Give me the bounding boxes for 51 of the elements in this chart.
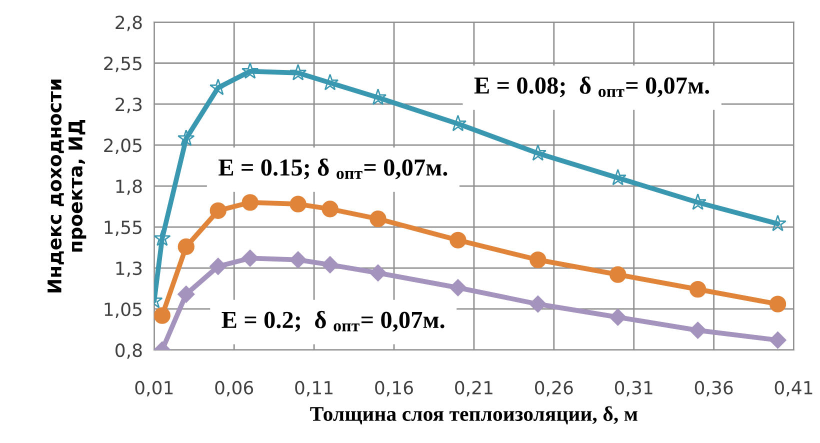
point: [178, 238, 194, 256]
x-tick-label: 0,11: [295, 380, 332, 396]
y-tick-label: 1,55: [104, 220, 142, 236]
point: [369, 264, 387, 282]
y-tick-label: 1,8: [116, 180, 142, 196]
point: [242, 194, 258, 211]
point: [241, 62, 259, 79]
point: [689, 322, 706, 339]
point: [154, 307, 170, 324]
y-tick-label: 2,05: [104, 138, 142, 154]
point: [178, 286, 195, 303]
point: [529, 296, 546, 313]
annotation: E = 0.2; δ $_{опт}$= 0,07м.: [222, 310, 444, 332]
point: [154, 229, 171, 246]
y-axis-title: Индекс доходности проекта, ИД: [48, 80, 86, 292]
point: [322, 256, 339, 274]
x-tick-label: 0,21: [455, 380, 492, 396]
x-tick-label: 0,06: [215, 380, 254, 396]
point: [449, 279, 467, 296]
point: [210, 78, 227, 96]
annotation: E = 0.08; δ $_{опт}$= 0,07м.: [474, 76, 710, 98]
point: [242, 250, 259, 267]
y-tick-label: 2,3: [116, 98, 142, 114]
point: [178, 130, 195, 146]
point: [210, 258, 227, 275]
y-tick-label: 1,3: [116, 261, 142, 277]
y-tick-label: 0,8: [116, 343, 142, 359]
point: [290, 196, 306, 212]
point: [769, 332, 786, 349]
x-tick-label: 0,41: [774, 380, 812, 396]
x-axis-title: Толщина слоя теплоизоляции, δ, м: [310, 406, 638, 424]
x-tick-label: 0,31: [614, 380, 652, 396]
point: [210, 202, 226, 219]
point: [322, 200, 338, 218]
x-tick-label: 0,26: [535, 380, 573, 396]
point: [289, 64, 307, 80]
point: [769, 296, 786, 312]
point: [609, 308, 626, 326]
x-tick-label: 0,16: [375, 380, 413, 396]
y-tick-label: 2,55: [104, 56, 142, 72]
point: [450, 232, 466, 248]
annotation: E = 0.15; δ $_{опт}$= 0,07м.: [218, 158, 448, 180]
point: [290, 251, 307, 268]
point: [610, 266, 626, 283]
x-tick-label: 0,36: [694, 380, 733, 396]
point: [530, 251, 546, 268]
point: [689, 280, 706, 298]
y-tick-label: 2,8: [116, 16, 142, 32]
point: [370, 210, 386, 228]
x-tick-label: 0,01: [135, 380, 173, 396]
y-tick-label: 1,05: [104, 302, 142, 318]
